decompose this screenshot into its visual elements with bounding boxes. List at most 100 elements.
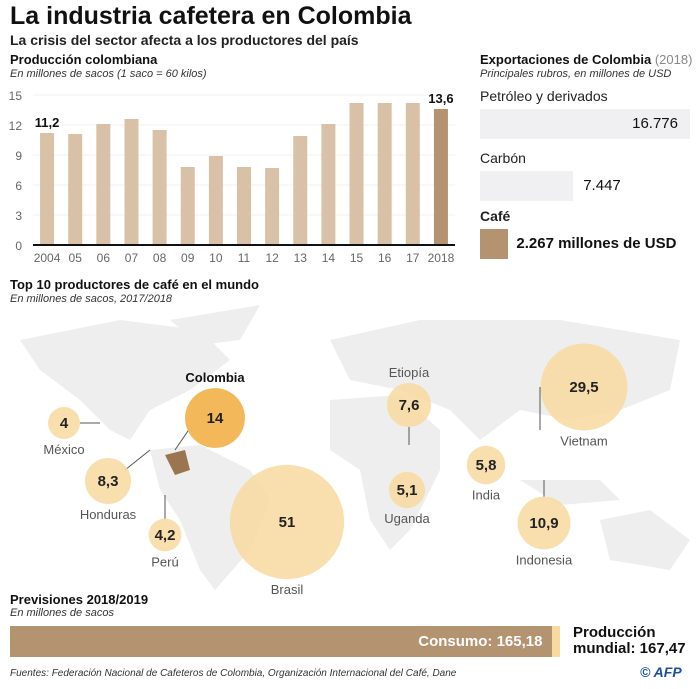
producer-circle bbox=[517, 496, 571, 550]
exports-year: (2018) bbox=[654, 52, 693, 67]
colombia-shape bbox=[165, 450, 190, 475]
producer-value: 8,3 bbox=[98, 473, 119, 490]
export-bar bbox=[480, 229, 509, 259]
bar-13 bbox=[293, 136, 308, 245]
export-label: Carbón bbox=[480, 150, 526, 166]
producer-name: México bbox=[43, 442, 84, 457]
producer-circle bbox=[48, 407, 80, 439]
producer-india: 5,8 India bbox=[466, 445, 506, 502]
producer-name: Colombia bbox=[185, 370, 245, 385]
exports-title: Exportaciones de Colombia (2018) bbox=[480, 52, 692, 67]
map-note: En millones de sacos, 2017/2018 bbox=[10, 293, 173, 305]
bar-10 bbox=[208, 156, 223, 245]
exports-note: Principales rubros, en millones de USD bbox=[480, 68, 672, 80]
producer-value: 14 bbox=[207, 410, 224, 427]
producer-etiopía: 7,6 Etiopía bbox=[386, 365, 432, 428]
x-tick-label: 16 bbox=[378, 251, 392, 265]
y-tick-label: 9 bbox=[15, 149, 22, 163]
bar-09 bbox=[180, 167, 195, 245]
x-tick-label: 14 bbox=[322, 251, 336, 265]
leader-line bbox=[174, 427, 191, 451]
producer-name: India bbox=[472, 487, 501, 502]
producer-value: 29,5 bbox=[569, 379, 598, 396]
continent-shape bbox=[520, 480, 620, 505]
producer-circle bbox=[386, 382, 432, 428]
producer-honduras: 8,3 Honduras bbox=[80, 457, 137, 522]
consumption-bar: Consumo: 165,18 bbox=[10, 626, 553, 657]
consumption-label: Consumo: 165,18 bbox=[418, 633, 543, 650]
producer-name: Uganda bbox=[384, 511, 430, 526]
bar-07 bbox=[124, 119, 139, 245]
producer-circle bbox=[84, 457, 132, 505]
producer-circle bbox=[229, 464, 345, 580]
continent-shape bbox=[600, 510, 690, 570]
bar-2018 bbox=[433, 109, 448, 245]
page-subtitle: La crisis del sector afecta a los produc… bbox=[10, 32, 359, 48]
y-tick-label: 15 bbox=[9, 89, 23, 103]
production-note: En millones de sacos (1 saco = 60 kilos) bbox=[10, 68, 207, 80]
page-title: La industria cafetera en Colombia bbox=[10, 2, 412, 30]
producer-value: 5,8 bbox=[476, 457, 497, 474]
producer-vietnam: 29,5 Vietnam bbox=[540, 343, 628, 448]
producer-value: 5,1 bbox=[397, 482, 418, 499]
producer-brasil: 51 Brasil bbox=[229, 464, 345, 595]
production-label-line2: mundial: 167,47 bbox=[573, 640, 686, 657]
x-tick-label: 2018 bbox=[428, 251, 455, 265]
bar-06 bbox=[96, 124, 111, 245]
y-tick-label: 3 bbox=[15, 209, 22, 223]
bar-17 bbox=[405, 103, 420, 245]
data-label: 11,2 bbox=[35, 115, 60, 130]
export-label: Café bbox=[480, 208, 511, 224]
producer-value: 4 bbox=[60, 415, 69, 432]
x-tick-label: 2004 bbox=[34, 251, 61, 265]
bar-2004 bbox=[40, 133, 55, 245]
producer-colombia: 14 Colombia bbox=[185, 370, 245, 448]
y-tick-label: 6 bbox=[15, 179, 22, 193]
y-tick-label: 12 bbox=[9, 119, 23, 133]
producer-name: Brasil bbox=[271, 582, 304, 595]
producer-uganda: 5,1 Uganda bbox=[384, 471, 431, 526]
producer-value: 10,9 bbox=[529, 515, 558, 532]
map-title: Top 10 productores de café en el mundo bbox=[10, 277, 259, 292]
producer-circle bbox=[148, 518, 182, 552]
data-label: 13,6 bbox=[428, 91, 453, 106]
export-label: Petróleo y derivados bbox=[480, 88, 608, 104]
producer-circle bbox=[540, 343, 628, 431]
producer-circle bbox=[185, 388, 245, 448]
continent-shape bbox=[170, 305, 260, 345]
x-tick-label: 10 bbox=[209, 251, 223, 265]
producer-name: Perú bbox=[151, 554, 178, 569]
bar-11 bbox=[237, 167, 251, 245]
production-label-line1: Producción bbox=[573, 624, 656, 641]
bar-05 bbox=[68, 134, 83, 245]
forecast-title: Previsiones 2018/2019 bbox=[10, 592, 149, 607]
producer-name: Indonesia bbox=[516, 552, 573, 567]
leader-line bbox=[124, 449, 151, 471]
export-value: 2.267 millones de USD bbox=[516, 235, 677, 252]
sources: Fuentes: Federación Nacional de Cafetero… bbox=[10, 668, 457, 679]
export-value: 7.447 bbox=[583, 177, 621, 194]
producer-name: Etiopía bbox=[389, 365, 430, 380]
x-tick-label: 09 bbox=[181, 251, 195, 265]
continent-shape bbox=[20, 320, 230, 440]
bar-15 bbox=[349, 103, 364, 245]
x-tick-label: 13 bbox=[294, 251, 308, 265]
x-tick-label: 11 bbox=[238, 251, 251, 265]
x-tick-label: 08 bbox=[153, 251, 167, 265]
x-tick-label: 07 bbox=[125, 251, 139, 265]
producer-value: 7,6 bbox=[399, 397, 420, 414]
x-tick-label: 17 bbox=[406, 251, 420, 265]
forecast-note: En millones de sacos bbox=[10, 607, 114, 619]
x-tick-label: 15 bbox=[350, 251, 364, 265]
world-map: 4 México 8,3 Honduras 4,2 Perú 14 Colombia 51 Bra… bbox=[20, 305, 690, 595]
bar-08 bbox=[152, 130, 167, 245]
production-label: Producción mundial: 167,47 bbox=[573, 625, 686, 657]
continent-shape bbox=[330, 395, 440, 550]
bar-12 bbox=[265, 168, 280, 245]
producer-indonesia: 10,9 Indonesia bbox=[516, 496, 573, 567]
x-tick-label: 06 bbox=[97, 251, 111, 265]
producer-circle bbox=[388, 471, 426, 509]
x-tick-label: 05 bbox=[69, 251, 83, 265]
afp-logo: © AFP bbox=[640, 664, 682, 680]
